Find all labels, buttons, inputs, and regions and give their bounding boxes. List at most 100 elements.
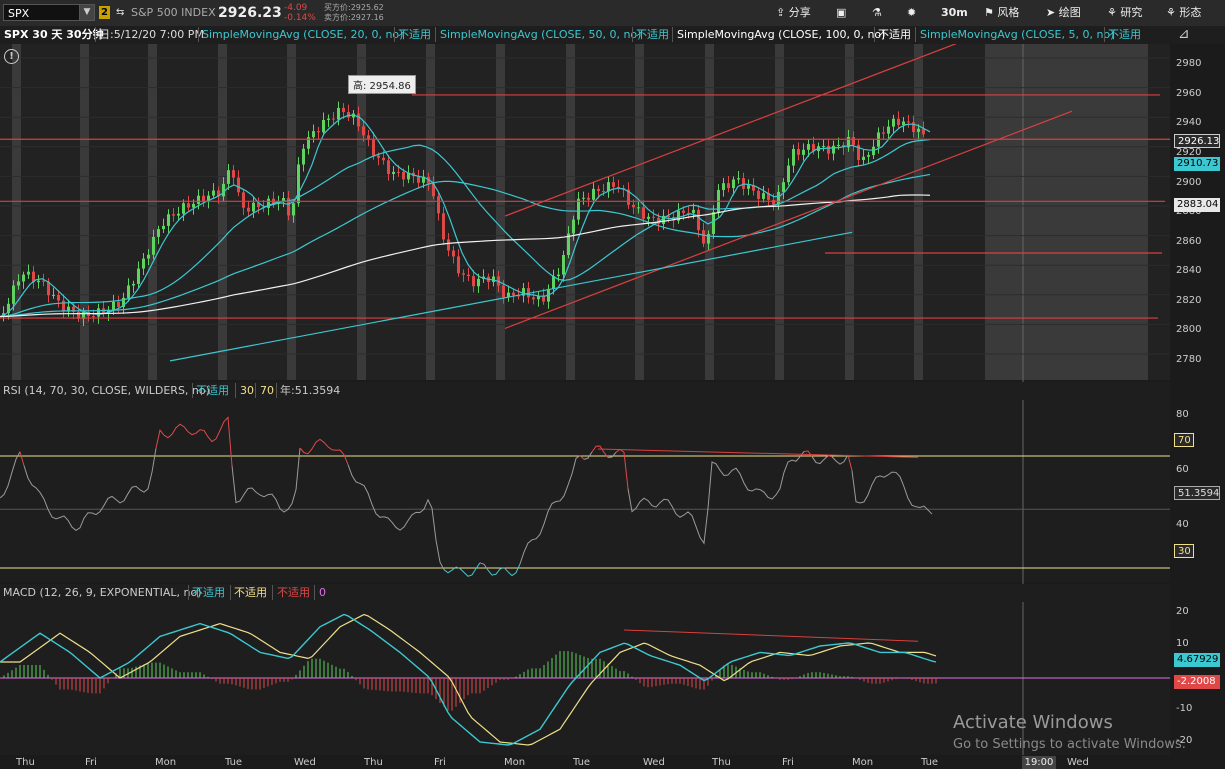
divider bbox=[435, 27, 436, 42]
divider bbox=[230, 585, 231, 600]
chart-info-bar: SPX 30 天 30分钟 日:5/12/20 7:00 PM SimpleMo… bbox=[0, 26, 1225, 45]
candle-body bbox=[657, 217, 660, 224]
divider bbox=[235, 383, 236, 398]
screenshot-button[interactable]: ▣ bbox=[832, 3, 850, 23]
candle-body bbox=[607, 182, 610, 192]
period-button[interactable]: 30m bbox=[941, 6, 968, 19]
candle-body bbox=[532, 297, 535, 300]
macd-tick: 10 bbox=[1176, 638, 1189, 649]
rsi-divergence-line bbox=[597, 448, 919, 458]
study-sma20-label[interactable]: SimpleMovingAvg (CLOSE, 20, 0, no) bbox=[202, 28, 404, 41]
unlink-icon[interactable]: ⇆ bbox=[116, 7, 125, 18]
candle-body bbox=[777, 191, 780, 205]
day-label: Mon bbox=[155, 757, 177, 768]
rsi-label[interactable]: RSI (14, 70, 30, CLOSE, WILDERS, no) bbox=[3, 384, 210, 397]
candle-body bbox=[747, 185, 750, 189]
candle-body bbox=[447, 239, 450, 251]
macd-label[interactable]: MACD (12, 26, 9, EXPONENTIAL, no) bbox=[3, 586, 202, 599]
candle-body bbox=[442, 213, 445, 240]
candle-body bbox=[397, 171, 400, 173]
candle-body bbox=[422, 176, 425, 183]
day-label: Mon bbox=[852, 757, 874, 768]
candle-body bbox=[557, 274, 560, 277]
candle-body bbox=[82, 312, 85, 319]
candle-body bbox=[792, 148, 795, 166]
candle-body bbox=[187, 203, 190, 208]
divider bbox=[95, 27, 96, 42]
day-label: Mon bbox=[504, 757, 526, 768]
candle-body bbox=[92, 316, 95, 318]
ask-price: 卖方价:2927.16 bbox=[324, 13, 384, 22]
candle-body bbox=[577, 198, 580, 220]
candle-body bbox=[522, 288, 525, 296]
rsi-line bbox=[847, 454, 853, 471]
style-button[interactable]: ⚑ 风格 bbox=[980, 3, 1023, 23]
candle-body bbox=[887, 126, 890, 134]
candle-body bbox=[127, 285, 130, 298]
candle-body bbox=[32, 271, 35, 283]
last-price-tag: 2926.13 bbox=[1174, 134, 1220, 148]
rsi-line bbox=[615, 448, 629, 489]
study-sma50-label[interactable]: SimpleMovingAvg (CLOSE, 50, 0, no) bbox=[440, 28, 642, 41]
alert-icon[interactable]: ! bbox=[4, 49, 19, 64]
rsi-lower-tag: 30 bbox=[1174, 544, 1194, 558]
drawing-button[interactable]: ➤ 绘图 bbox=[1042, 3, 1085, 23]
candle-body bbox=[582, 197, 585, 199]
rsi-oversold: 30 bbox=[240, 384, 254, 397]
candle-body bbox=[392, 171, 395, 174]
session-break bbox=[845, 44, 854, 380]
candle-body bbox=[912, 122, 915, 132]
link-badge[interactable]: 2 bbox=[99, 6, 110, 19]
candle-body bbox=[627, 189, 630, 205]
symbol-dropdown-button[interactable]: ▼ bbox=[79, 4, 95, 21]
study-button[interactable]: ⚘ 研究 bbox=[1103, 3, 1146, 23]
session-break bbox=[775, 44, 784, 380]
divider bbox=[192, 383, 193, 398]
candle-body bbox=[327, 118, 330, 120]
candle-body bbox=[7, 303, 10, 314]
candle-body bbox=[897, 118, 900, 126]
pattern-button[interactable]: ⚘ 形态 bbox=[1162, 3, 1205, 23]
candle-body bbox=[847, 136, 850, 148]
session-break bbox=[218, 44, 227, 380]
time-axis[interactable] bbox=[0, 755, 1225, 769]
chart-settings-icon[interactable]: ⊿ bbox=[1178, 26, 1190, 42]
candle-body bbox=[477, 278, 480, 287]
candle-body bbox=[52, 294, 55, 296]
candle-body bbox=[172, 214, 175, 216]
bid-price: 买方价:2925.62 bbox=[324, 3, 384, 12]
divider bbox=[874, 27, 875, 42]
day-label: Tue bbox=[225, 757, 243, 768]
candle-body bbox=[112, 301, 115, 310]
price-tick: 2820 bbox=[1176, 295, 1202, 306]
candle-body bbox=[27, 271, 30, 275]
camera-icon: ▣ bbox=[836, 6, 847, 19]
divider bbox=[1104, 27, 1105, 42]
candle-body bbox=[152, 236, 155, 255]
rsi-line bbox=[811, 455, 829, 465]
candle-body bbox=[647, 216, 650, 219]
symbol-input[interactable]: SPX bbox=[3, 4, 81, 21]
rsi-line bbox=[827, 455, 833, 458]
price-chart[interactable] bbox=[0, 44, 1170, 757]
divider bbox=[672, 27, 673, 42]
study-sma5-label[interactable]: SimpleMovingAvg (CLOSE, 5, 0, no) bbox=[920, 28, 1115, 41]
study-sma100-label[interactable]: SimpleMovingAvg (CLOSE, 100, 0, no) bbox=[677, 28, 886, 41]
rsi-line bbox=[0, 451, 21, 499]
rsi-line bbox=[479, 562, 489, 571]
candle-body bbox=[732, 179, 735, 189]
price-tick: 2800 bbox=[1176, 324, 1202, 335]
day-label: Fri bbox=[85, 757, 97, 768]
candle-body bbox=[922, 128, 925, 135]
candle-body bbox=[882, 132, 885, 134]
candle-body bbox=[707, 233, 710, 244]
candle-body bbox=[357, 113, 360, 127]
settings-button[interactable]: ✹ bbox=[903, 3, 920, 23]
sma5-line bbox=[0, 114, 931, 318]
share-button[interactable]: ⇪ 分享 bbox=[772, 3, 815, 23]
macd-value: 不适用 bbox=[192, 586, 225, 599]
rsi-line bbox=[507, 563, 521, 577]
flask-button[interactable]: ⚗ bbox=[868, 3, 886, 23]
rsi-line bbox=[519, 454, 581, 565]
rsi-line bbox=[299, 438, 349, 465]
